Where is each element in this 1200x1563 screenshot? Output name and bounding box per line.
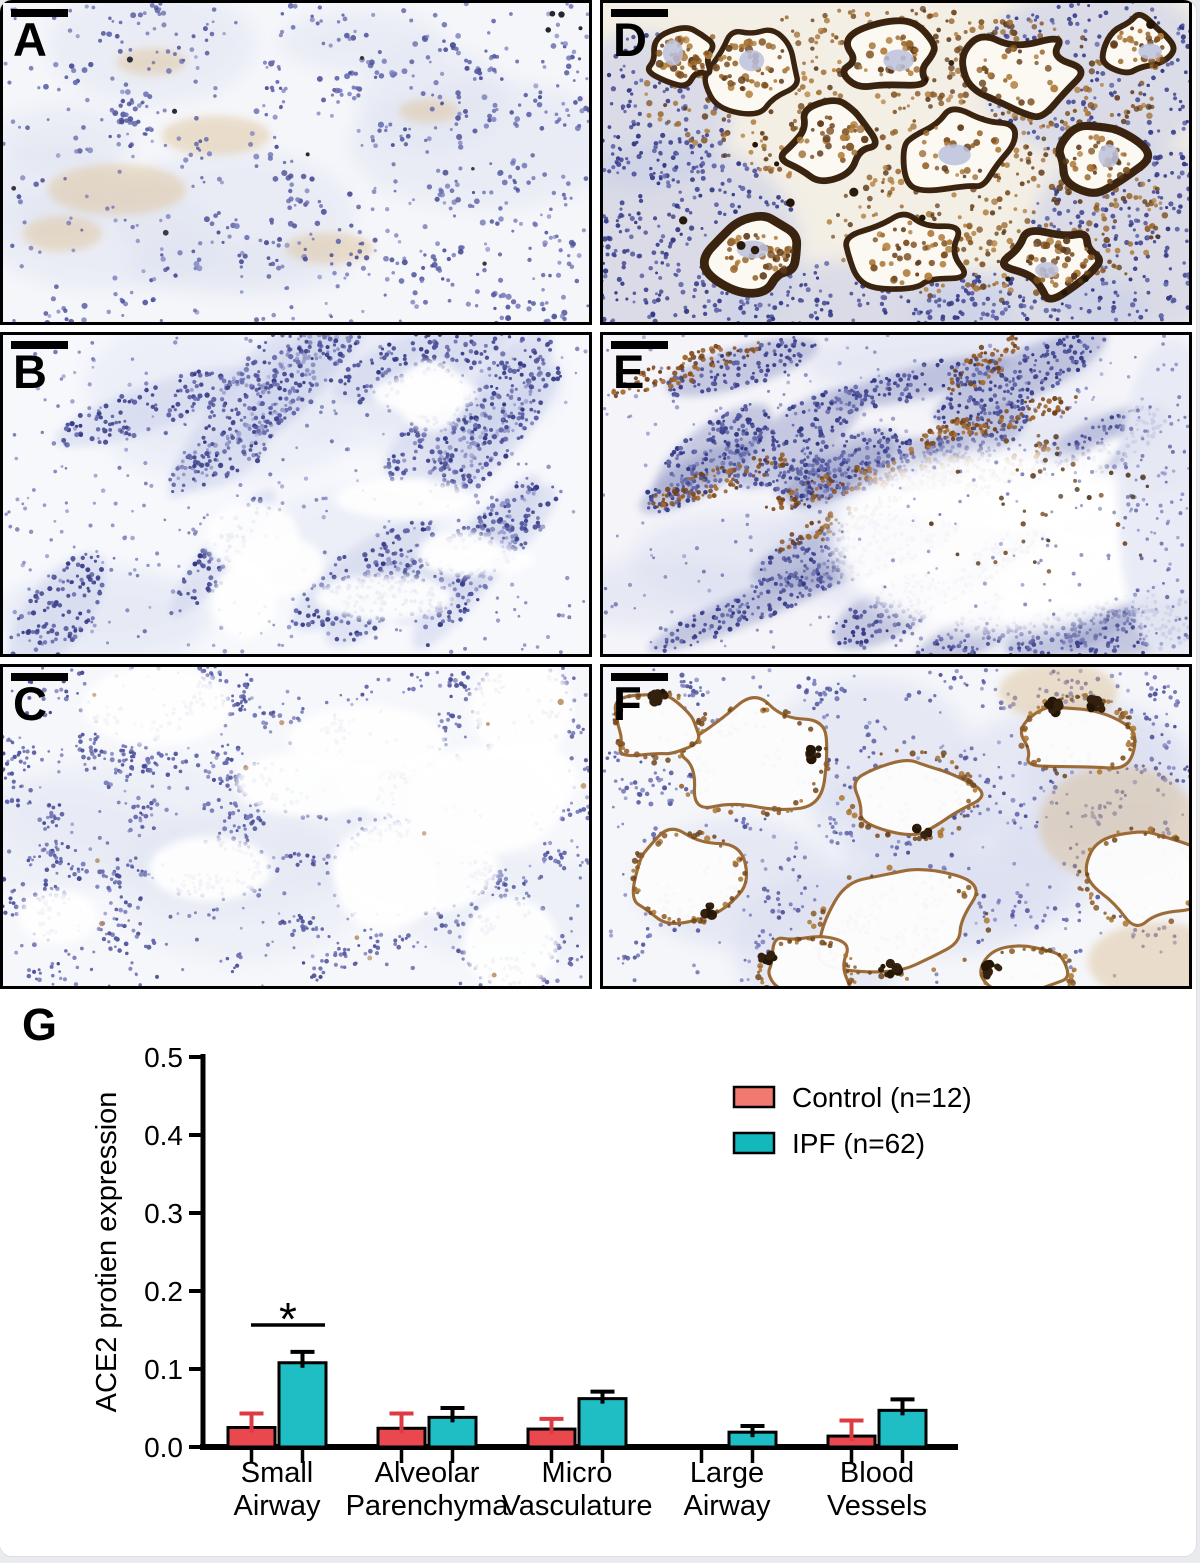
panel-letter-c: C bbox=[13, 677, 47, 730]
scale-bar-icon bbox=[11, 341, 68, 349]
scale-bar-icon bbox=[611, 673, 668, 681]
legend: Control (n=12) IPF (n=62) bbox=[732, 1082, 972, 1159]
panel-letter-d: D bbox=[613, 13, 647, 66]
micrograph-panel-e: E bbox=[600, 332, 1192, 657]
bar-ipf-2 bbox=[577, 1397, 628, 1449]
micrograph-image-a bbox=[3, 3, 589, 322]
micrograph-image-b bbox=[3, 335, 589, 654]
micrograph-panel-f: F bbox=[600, 664, 1192, 989]
ace2-expression-chart: 0.0 0.1 0.2 0.3 0.4 0.5 ACE2 protien expressio… bbox=[91, 1042, 972, 1522]
category-label: Airway bbox=[683, 1490, 771, 1522]
micrograph-image-e bbox=[603, 335, 1189, 654]
bars-ipf bbox=[277, 1349, 928, 1449]
legend-item-ipf: IPF (n=62) bbox=[732, 1128, 925, 1159]
y-tick-label: 0.3 bbox=[144, 1198, 183, 1229]
micrograph-panel-c: C bbox=[0, 664, 592, 989]
chart-panel-g: G 0.0 0.1 0.2 0.3 0.4 0.5 ACE2 protien express… bbox=[0, 990, 1196, 1556]
legend-label: Control (n=12) bbox=[792, 1082, 972, 1113]
category-label: Small bbox=[241, 1457, 314, 1489]
bar-ipf-4 bbox=[877, 1408, 928, 1449]
y-tick-label: 0.0 bbox=[144, 1432, 183, 1463]
y-axis: 0.0 0.1 0.2 0.3 0.4 0.5 bbox=[144, 1042, 206, 1463]
bar-ipf-0 bbox=[277, 1361, 328, 1449]
category-label: Blood bbox=[840, 1457, 914, 1489]
bar-ipf-1 bbox=[427, 1415, 478, 1449]
y-tick-label: 0.4 bbox=[144, 1120, 183, 1151]
category-label: Large bbox=[690, 1457, 764, 1489]
scale-bar-icon bbox=[11, 673, 68, 681]
panel-letter-a: A bbox=[13, 13, 47, 66]
legend-swatch bbox=[732, 1131, 776, 1155]
significance-star: * bbox=[279, 1293, 297, 1345]
legend-swatch bbox=[732, 1085, 776, 1109]
x-category-labels: SmallAirwayAlveolarParenchymaMicroVascul… bbox=[233, 1457, 926, 1522]
panel-letter-e: E bbox=[613, 345, 645, 398]
panel-letter-b: B bbox=[13, 345, 47, 398]
tissue-art bbox=[603, 335, 1189, 654]
scale-bar-icon bbox=[11, 9, 68, 17]
micrograph-panel-b: B bbox=[0, 332, 592, 657]
micrograph-panel-a: A bbox=[0, 0, 592, 325]
y-tick-label: 0.5 bbox=[144, 1042, 183, 1073]
micrograph-image-d bbox=[603, 3, 1189, 322]
y-axis-title: ACE2 protien expression bbox=[91, 1092, 123, 1413]
category-label: Airway bbox=[233, 1490, 321, 1522]
legend-item-control: Control (n=12) bbox=[732, 1082, 972, 1113]
tissue-art bbox=[3, 3, 589, 322]
significance: * bbox=[251, 1293, 325, 1345]
tissue-art bbox=[3, 335, 588, 654]
scale-bar-icon bbox=[611, 341, 668, 349]
tissue-art bbox=[603, 667, 1189, 986]
micrograph-image-c bbox=[3, 667, 589, 986]
tissue-art bbox=[3, 667, 589, 986]
category-label: Vessels bbox=[827, 1490, 927, 1522]
micrograph-image-f bbox=[603, 667, 1189, 986]
micrograph-panel-d: D bbox=[600, 0, 1192, 325]
category-label: Vasculature bbox=[502, 1490, 653, 1522]
bars-control bbox=[226, 1411, 877, 1449]
category-label: Alveolar bbox=[375, 1457, 480, 1489]
tissue-art bbox=[603, 3, 1189, 322]
y-tick-label: 0.1 bbox=[144, 1354, 183, 1385]
panel-letter-f: F bbox=[613, 677, 642, 730]
category-label: Micro bbox=[542, 1457, 613, 1489]
y-tick-label: 0.2 bbox=[144, 1276, 183, 1307]
panel-letter-g: G bbox=[22, 999, 58, 1050]
micrograph-grid: A D B E C F bbox=[0, 0, 1192, 989]
legend-label: IPF (n=62) bbox=[792, 1128, 925, 1159]
category-label: Parenchyma bbox=[346, 1490, 510, 1522]
scale-bar-icon bbox=[611, 9, 668, 17]
